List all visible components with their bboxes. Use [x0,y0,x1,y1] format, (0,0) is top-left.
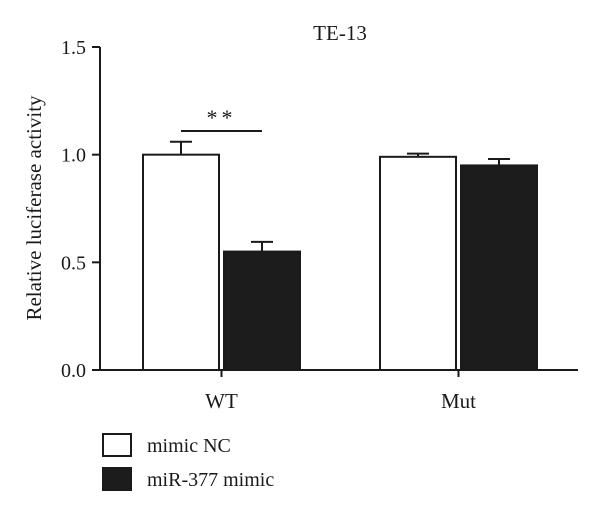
legend-label-mir-377-mimic: miR-377 mimic [147,469,274,491]
bar-mut-mir-377-mimic [460,164,538,371]
bar-wt-mimic-nc [142,153,220,371]
y-tick-label: 1.0 [61,145,86,167]
y-tick-label: 0.0 [61,360,86,382]
significance-label: ** [207,105,237,130]
x-tick-label: Mut [441,389,476,413]
chart-title: TE-13 [313,21,367,45]
legend-label-mimic-nc: mimic NC [147,435,231,457]
bar-mut-mimic-nc [379,155,457,371]
legend-swatch-mir-377-mimic [102,467,132,491]
y-axis-label: Relative luciferase activity [22,95,46,321]
y-tick-label: 0.5 [61,252,86,274]
bar-wt-mir-377-mimic [223,250,301,371]
y-tick-label: 1.5 [61,37,86,59]
legend-swatch-mimic-nc [102,433,132,457]
x-tick-label: WT [205,389,238,413]
plot-area: 0.0 0.5 1.0 1.5 WT Mut ** mimic NC miR-377 mimic [61,37,578,491]
